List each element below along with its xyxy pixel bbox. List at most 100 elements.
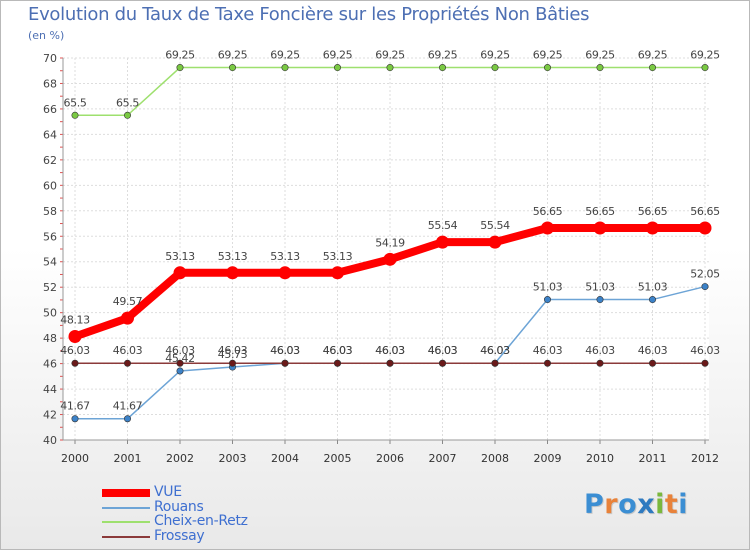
chart-title: Evolution du Taux de Taxe Foncière sur l…	[28, 4, 590, 25]
data-label: 46.03	[690, 344, 720, 357]
y-axis-unit: (en %)	[28, 29, 65, 42]
x-tick-label: 2009	[534, 452, 562, 465]
plot-area	[63, 58, 709, 440]
data-label: 41.67	[113, 400, 143, 413]
data-label: 69.25	[690, 49, 720, 62]
x-tick-label: 2008	[481, 452, 509, 465]
logo-letter: o	[618, 489, 638, 520]
x-tick-label: 2007	[429, 452, 457, 465]
proxiti-logo: Proxiti	[584, 489, 688, 520]
data-label: 45.42	[165, 352, 195, 365]
legend-label: VUE	[154, 484, 182, 500]
data-point	[541, 221, 554, 235]
data-point	[648, 359, 656, 367]
y-tick-label: 48	[43, 332, 57, 345]
data-label: 51.03	[585, 281, 615, 294]
data-label: 54.19	[375, 236, 405, 249]
x-tick-label: 2011	[639, 452, 667, 465]
legend-label: Rouans	[154, 498, 204, 515]
data-label: 56.65	[690, 205, 720, 218]
data-point	[281, 64, 289, 72]
x-tick-label: 2010	[586, 452, 614, 465]
data-label: 53.13	[165, 250, 195, 263]
data-point	[701, 359, 709, 367]
legend-swatch	[102, 521, 150, 523]
data-point	[491, 64, 499, 72]
legend-swatch	[102, 535, 150, 538]
data-point	[488, 235, 502, 249]
data-label: 69.25	[218, 49, 248, 62]
x-tick-label: 2012	[691, 452, 719, 465]
data-label: 46.03	[585, 344, 615, 357]
x-tick-label: 2006	[376, 452, 404, 465]
data-point	[229, 359, 237, 367]
data-point	[596, 359, 604, 367]
y-tick-label: 50	[43, 307, 57, 320]
data-label: 53.13	[270, 250, 300, 263]
data-point	[438, 64, 446, 72]
y-tick-label: 52	[43, 281, 57, 294]
data-point	[68, 329, 82, 343]
y-tick-label: 40	[43, 434, 57, 447]
data-point	[71, 415, 79, 423]
data-label: 52.05	[690, 268, 720, 281]
data-point	[124, 415, 132, 423]
data-label: 53.13	[323, 250, 353, 263]
x-tick-label: 2003	[219, 452, 247, 465]
data-label: 46.03	[113, 344, 143, 357]
data-point	[229, 64, 237, 72]
data-point	[333, 64, 341, 72]
series-cheix-en-retz: 65.5 65.5 69.25 69.25 69.25 69.25 69.25 69.25 69…	[64, 49, 721, 119]
data-point	[176, 64, 184, 72]
data-label: 46.03	[323, 344, 353, 357]
data-point	[436, 235, 449, 249]
data-point	[543, 296, 551, 304]
y-tick-label: 62	[43, 154, 57, 167]
logo-letter: x	[637, 489, 656, 520]
data-label: 65.5	[64, 96, 87, 109]
data-label: 45.73	[218, 348, 248, 361]
data-label: 46.03	[270, 344, 300, 357]
series-frossay: 46.03 46.03 46.03 46.03 46.03 46.03 46.03 46.03…	[60, 344, 721, 367]
data-label: 69.25	[585, 49, 615, 62]
data-label: 69.25	[375, 49, 405, 62]
data-label: 55.54	[480, 219, 510, 232]
data-label: 48.13	[60, 313, 90, 326]
series-vue: 48.13 49.57 53.13 53.13 53.13 53.13 54.19 55.54…	[60, 205, 721, 343]
y-tick-label: 60	[43, 179, 57, 192]
data-point	[281, 359, 289, 367]
logo-letter: t	[664, 489, 679, 520]
data-point	[648, 296, 656, 304]
data-point	[383, 252, 397, 266]
y-tick-label: 70	[43, 52, 57, 65]
logo-letter: i	[678, 489, 689, 520]
logo-letter: r	[604, 489, 619, 520]
legend-label: Frossay	[154, 527, 205, 544]
data-label: 69.25	[638, 49, 668, 62]
data-label: 51.03	[638, 281, 668, 294]
data-label: 46.03	[428, 344, 458, 357]
data-point	[386, 359, 394, 367]
x-tick-label: 2004	[271, 452, 299, 465]
data-point	[176, 367, 184, 375]
data-point	[333, 359, 341, 367]
data-label: 53.13	[218, 250, 248, 263]
y-tick-label: 42	[43, 409, 57, 422]
data-point	[648, 64, 656, 72]
data-point	[596, 296, 604, 304]
y-tick-label: 46	[43, 358, 57, 371]
y-tick-label: 64	[43, 128, 57, 141]
data-point	[176, 359, 184, 367]
logo-letter: i	[655, 489, 665, 520]
data-point	[71, 359, 79, 367]
data-point	[646, 221, 659, 235]
data-point	[124, 359, 132, 367]
data-label: 69.25	[428, 49, 458, 62]
data-label: 46.03	[428, 344, 458, 357]
data-point	[491, 359, 499, 367]
data-label: 56.65	[638, 205, 668, 218]
data-label: 51.03	[533, 281, 563, 294]
data-label: 41.67	[60, 400, 90, 413]
data-point	[593, 221, 607, 235]
